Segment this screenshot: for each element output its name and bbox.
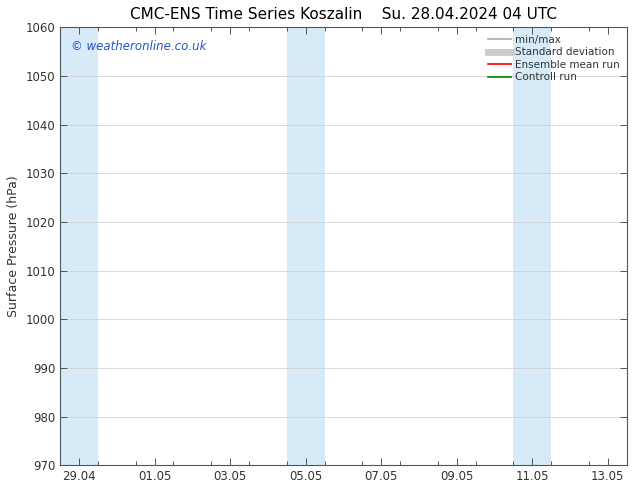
Text: © weatheronline.co.uk: © weatheronline.co.uk <box>72 40 207 53</box>
Legend: min/max, Standard deviation, Ensemble mean run, Controll run: min/max, Standard deviation, Ensemble me… <box>486 32 621 84</box>
Bar <box>60 27 98 465</box>
Bar <box>514 27 551 465</box>
Y-axis label: Surface Pressure (hPa): Surface Pressure (hPa) <box>7 175 20 317</box>
Title: CMC-ENS Time Series Koszalin    Su. 28.04.2024 04 UTC: CMC-ENS Time Series Koszalin Su. 28.04.2… <box>130 7 557 22</box>
Bar <box>287 27 325 465</box>
